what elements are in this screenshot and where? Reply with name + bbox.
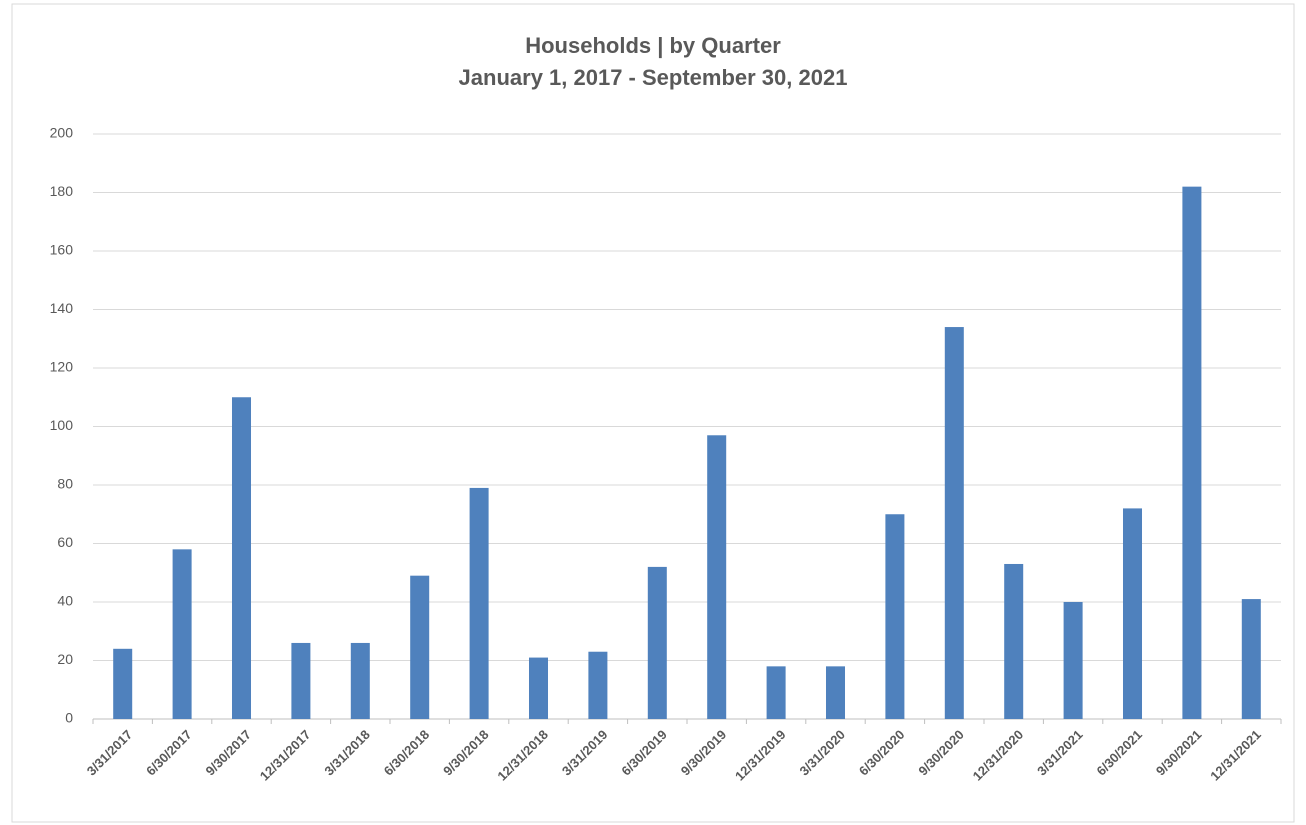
y-tick-label: 180	[50, 183, 74, 199]
chart-title: Households | by Quarter	[525, 33, 781, 58]
bar	[647, 566, 667, 719]
bar	[825, 666, 846, 719]
bar	[291, 642, 311, 719]
bar	[707, 435, 727, 719]
y-tick-label: 60	[57, 534, 73, 550]
bar	[944, 327, 964, 719]
y-tick-label: 40	[57, 593, 73, 609]
y-tick-label: 0	[65, 710, 73, 726]
bar	[469, 487, 489, 719]
bar	[766, 666, 786, 719]
y-tick-label: 200	[50, 125, 74, 141]
bar	[528, 657, 549, 719]
y-tick-label: 80	[57, 476, 73, 492]
y-tick-label: 140	[50, 300, 74, 316]
y-tick-label: 160	[50, 242, 74, 258]
y-tick-label: 100	[50, 417, 74, 433]
chart-subtitle: January 1, 2017 - September 30, 2021	[459, 65, 848, 90]
bar	[588, 651, 608, 719]
bar	[113, 648, 133, 719]
bar	[1241, 599, 1261, 719]
bar	[1063, 602, 1083, 719]
bar	[350, 642, 370, 719]
y-tick-label: 20	[57, 651, 73, 667]
bar	[1122, 508, 1143, 719]
bar	[885, 514, 905, 719]
bar	[231, 397, 252, 719]
bar	[1182, 186, 1202, 719]
bar	[1004, 563, 1024, 719]
y-tick-label: 120	[50, 359, 74, 375]
bar	[410, 575, 430, 719]
bar	[172, 549, 192, 719]
